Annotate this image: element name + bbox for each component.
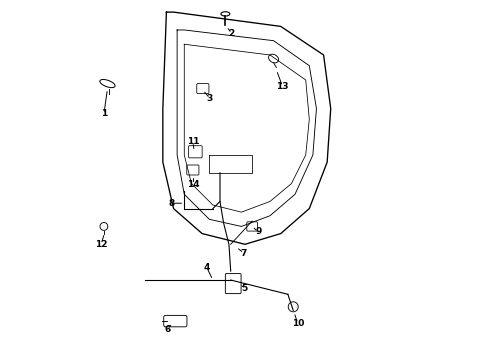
Text: 6: 6 — [164, 325, 171, 334]
Text: 7: 7 — [241, 249, 247, 258]
Text: 11: 11 — [187, 137, 199, 146]
Text: 10: 10 — [292, 319, 304, 328]
Text: 14: 14 — [187, 180, 200, 189]
Text: 1: 1 — [101, 109, 107, 118]
Text: 12: 12 — [95, 240, 107, 249]
Text: 5: 5 — [241, 284, 247, 293]
Text: 3: 3 — [207, 94, 213, 103]
Text: 13: 13 — [276, 82, 289, 91]
Text: 2: 2 — [229, 29, 235, 38]
Text: 9: 9 — [255, 227, 261, 236]
Text: 4: 4 — [203, 263, 210, 272]
Text: 8: 8 — [168, 199, 174, 208]
